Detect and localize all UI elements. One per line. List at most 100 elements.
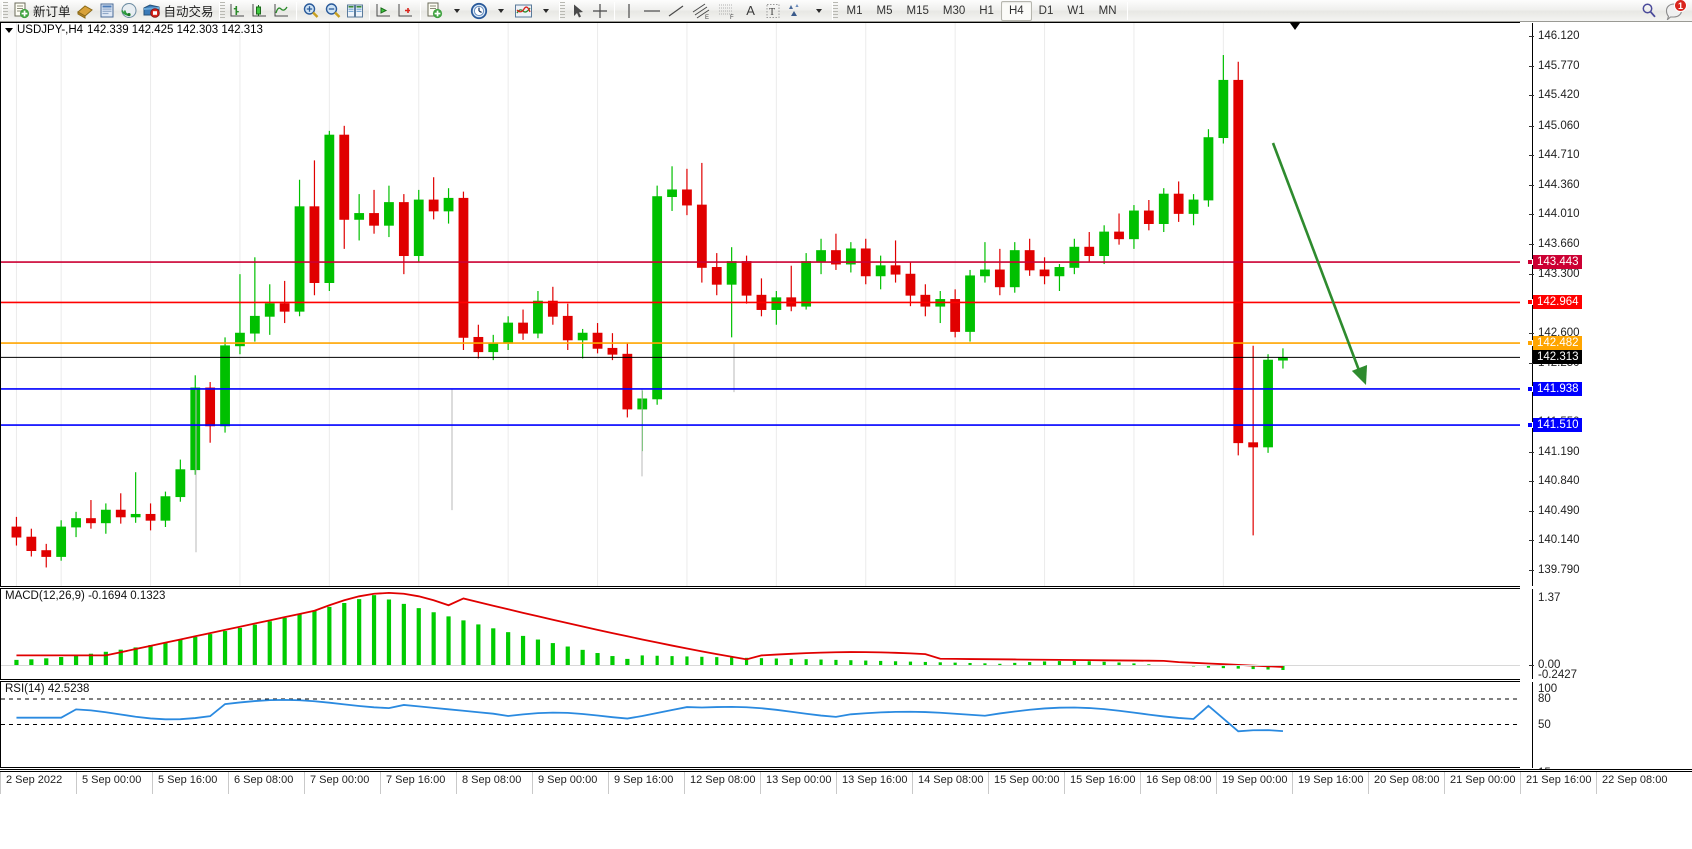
tab-timeframe-w1[interactable]: W1 [1067, 4, 1085, 17]
price-tag-resistance-lower[interactable]: 142.964 [1527, 295, 1582, 310]
rsi-plot-area[interactable] [1, 682, 1521, 767]
toolbar-grip-3[interactable] [558, 1, 565, 20]
notification-badge: 1 [1674, 0, 1687, 12]
search-button[interactable] [1638, 1, 1660, 21]
zoom-in-icon [303, 3, 318, 18]
time-axis-divider [760, 772, 761, 794]
shift-chart-button[interactable] [373, 1, 395, 21]
price-tag-handle[interactable] [1527, 259, 1533, 266]
time-axis-divider [228, 772, 229, 794]
axis-tick-label: 143.300 [1538, 268, 1580, 281]
time-scale[interactable]: 2 Sep 2022 5 Sep 00:00 5 Sep 16:00 6 Sep 08… [0, 769, 1692, 849]
terminal-button[interactable] [96, 1, 118, 21]
bar-chart-button[interactable] [227, 1, 249, 21]
tab-timeframe-h4[interactable]: H4 [1000, 0, 1032, 21]
zoom-in-button[interactable] [300, 1, 322, 21]
tab-timeframe-m5[interactable]: M5 [876, 4, 893, 17]
fibonacci-button[interactable]: F [714, 1, 740, 21]
period-button[interactable] [468, 1, 490, 21]
time-axis-divider [1216, 772, 1217, 794]
time-axis-label: 12 Sep 08:00 [690, 774, 756, 786]
rsi-panel[interactable]: RSI(14) 42.5238 [0, 681, 1692, 768]
time-axis-label: 21 Sep 00:00 [1450, 774, 1516, 786]
time-axis-divider [1064, 772, 1065, 794]
text-label-button[interactable]: A [740, 1, 762, 21]
new-order-label: 新订单 [33, 5, 71, 19]
auto-scroll-button[interactable] [395, 1, 417, 21]
price-tag-support-lower[interactable]: 141.510 [1527, 418, 1582, 433]
crosshair-button[interactable] [589, 1, 611, 21]
time-axis-divider [836, 772, 837, 794]
price-tag-support-upper[interactable]: 141.938 [1527, 381, 1582, 396]
chevron-down-icon[interactable] [5, 27, 13, 33]
price-tag-handle[interactable] [1527, 299, 1533, 306]
chevron-down-icon [454, 8, 461, 13]
time-axis-divider [456, 772, 457, 794]
time-axis-label: 19 Sep 00:00 [1222, 774, 1288, 786]
chart-workspace[interactable]: USDJPY-,H4 142.339 142.425 142.303 142.3… [0, 22, 1692, 849]
tab-timeframe-m15[interactable]: M15 [906, 4, 929, 17]
shapes-dropdown[interactable] [808, 1, 830, 21]
toolbar-grip[interactable] [2, 1, 8, 20]
toolbar-grip-4[interactable] [831, 1, 838, 20]
price-tag-handle[interactable] [1527, 422, 1533, 429]
time-axis-divider [152, 772, 153, 794]
price-tag-resistance-upper[interactable]: 143.443 [1527, 255, 1582, 270]
indicators-dropdown[interactable] [535, 1, 557, 21]
horizontal-line-button[interactable] [640, 1, 664, 21]
price-plot-area[interactable] [1, 23, 1521, 586]
axis-tick [1529, 569, 1534, 571]
vertical-line-button[interactable] [618, 1, 640, 21]
toolbar-grip-2[interactable] [218, 1, 225, 20]
price-tag-handle[interactable] [1527, 385, 1533, 392]
tab-timeframe-mn[interactable]: MN [1098, 4, 1117, 17]
tab-timeframe-m1[interactable]: M1 [846, 4, 863, 17]
line-chart-button[interactable] [271, 1, 293, 21]
time-axis-divider [304, 772, 305, 794]
notification-button[interactable]: 1 [1664, 0, 1687, 21]
axis-tick-label: 141.190 [1538, 445, 1580, 458]
time-axis-label: 22 Sep 08:00 [1602, 774, 1668, 786]
price-panel[interactable]: USDJPY-,H4 142.339 142.425 142.303 142.3… [0, 22, 1692, 587]
new-chart-dropdown[interactable] [446, 1, 468, 21]
candlestick-chart-button[interactable] [249, 1, 271, 21]
new-chart-button[interactable] [424, 1, 446, 21]
zoom-out-button[interactable] [322, 1, 344, 21]
axis-tick [1529, 155, 1534, 157]
tab-timeframe-m30[interactable]: M30 [942, 4, 966, 17]
indicators-button[interactable] [512, 1, 535, 21]
trendline-icon [668, 5, 683, 16]
macd-plot-area[interactable] [1, 589, 1521, 679]
toolbar-right-group: 1 [1638, 0, 1692, 21]
period-dropdown[interactable] [490, 1, 512, 21]
new-order-button[interactable]: 新订单 [10, 1, 74, 21]
time-axis-divider [76, 772, 77, 794]
tab-timeframe-h1[interactable]: H1 [979, 4, 994, 17]
cursor-button[interactable] [567, 1, 589, 21]
price-tag-pivot-level[interactable]: 142.482 [1527, 336, 1582, 351]
signal-button[interactable] [118, 1, 140, 21]
time-axis-divider [912, 772, 913, 794]
axis-tick-label: 140.840 [1538, 475, 1580, 488]
text-box-button[interactable]: T [762, 1, 784, 21]
time-axis-label: 2 Sep 2022 [6, 774, 63, 786]
symbol-timeframe-label: USDJPY-,H4 [17, 24, 84, 36]
shapes-button[interactable] [784, 1, 808, 21]
equidistant-channel-button[interactable]: E [688, 1, 714, 21]
ochre-block-icon [76, 4, 93, 19]
price-tag-handle[interactable] [1527, 340, 1533, 347]
axis-tick-label: 144.710 [1538, 149, 1580, 162]
candlestick-chart-icon [252, 4, 267, 17]
autotrading-icon [143, 4, 160, 18]
tile-windows-button[interactable] [344, 1, 366, 21]
price-scale[interactable]: 146.120 145.770 145.420 145.060 144.710 144.3… [1520, 22, 1692, 849]
price-tag-current-price[interactable]: 142.313 [1533, 350, 1582, 365]
ochre-block-button[interactable] [74, 1, 96, 21]
rsi-axis-label: 80 [1538, 693, 1551, 705]
auto-trading-button[interactable]: 自动交易 [140, 1, 217, 21]
rsi-title: RSI(14) 42.5238 [5, 683, 90, 695]
macd-panel[interactable]: MACD(12,26,9) -0.1694 0.1323 [0, 588, 1692, 680]
tab-timeframe-d1[interactable]: D1 [1038, 4, 1054, 17]
trendline-button[interactable] [664, 1, 688, 21]
axis-tick [1529, 274, 1534, 276]
